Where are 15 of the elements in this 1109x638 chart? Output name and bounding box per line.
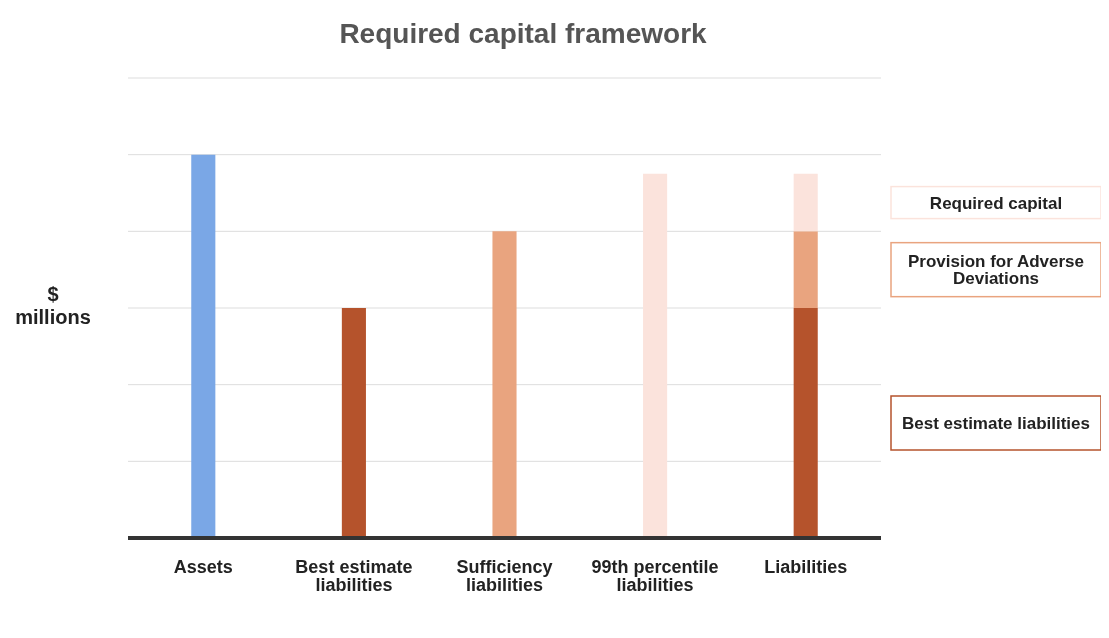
chart-title: Required capital framework (338, 18, 708, 50)
x-tick-label: Assets (173, 556, 233, 577)
label-box: Required capital (890, 185, 1101, 220)
x-tick-label: Liabilities (764, 556, 848, 577)
label-box: Best estimate liabilities (890, 395, 1101, 451)
x-tick-label: Best estimate liabilities (295, 556, 413, 595)
y-axis-title: $ millions (14, 283, 92, 329)
bar (793, 173, 818, 232)
label-box: Provision for Adverse Deviations (890, 241, 1101, 298)
bar (793, 231, 818, 308)
bar (793, 308, 818, 538)
x-tick-label: 99th percentile liabilities (591, 556, 719, 595)
bar (341, 308, 366, 538)
bar (191, 154, 216, 538)
x-tick-label: Sufficiency liabilities (456, 556, 553, 595)
